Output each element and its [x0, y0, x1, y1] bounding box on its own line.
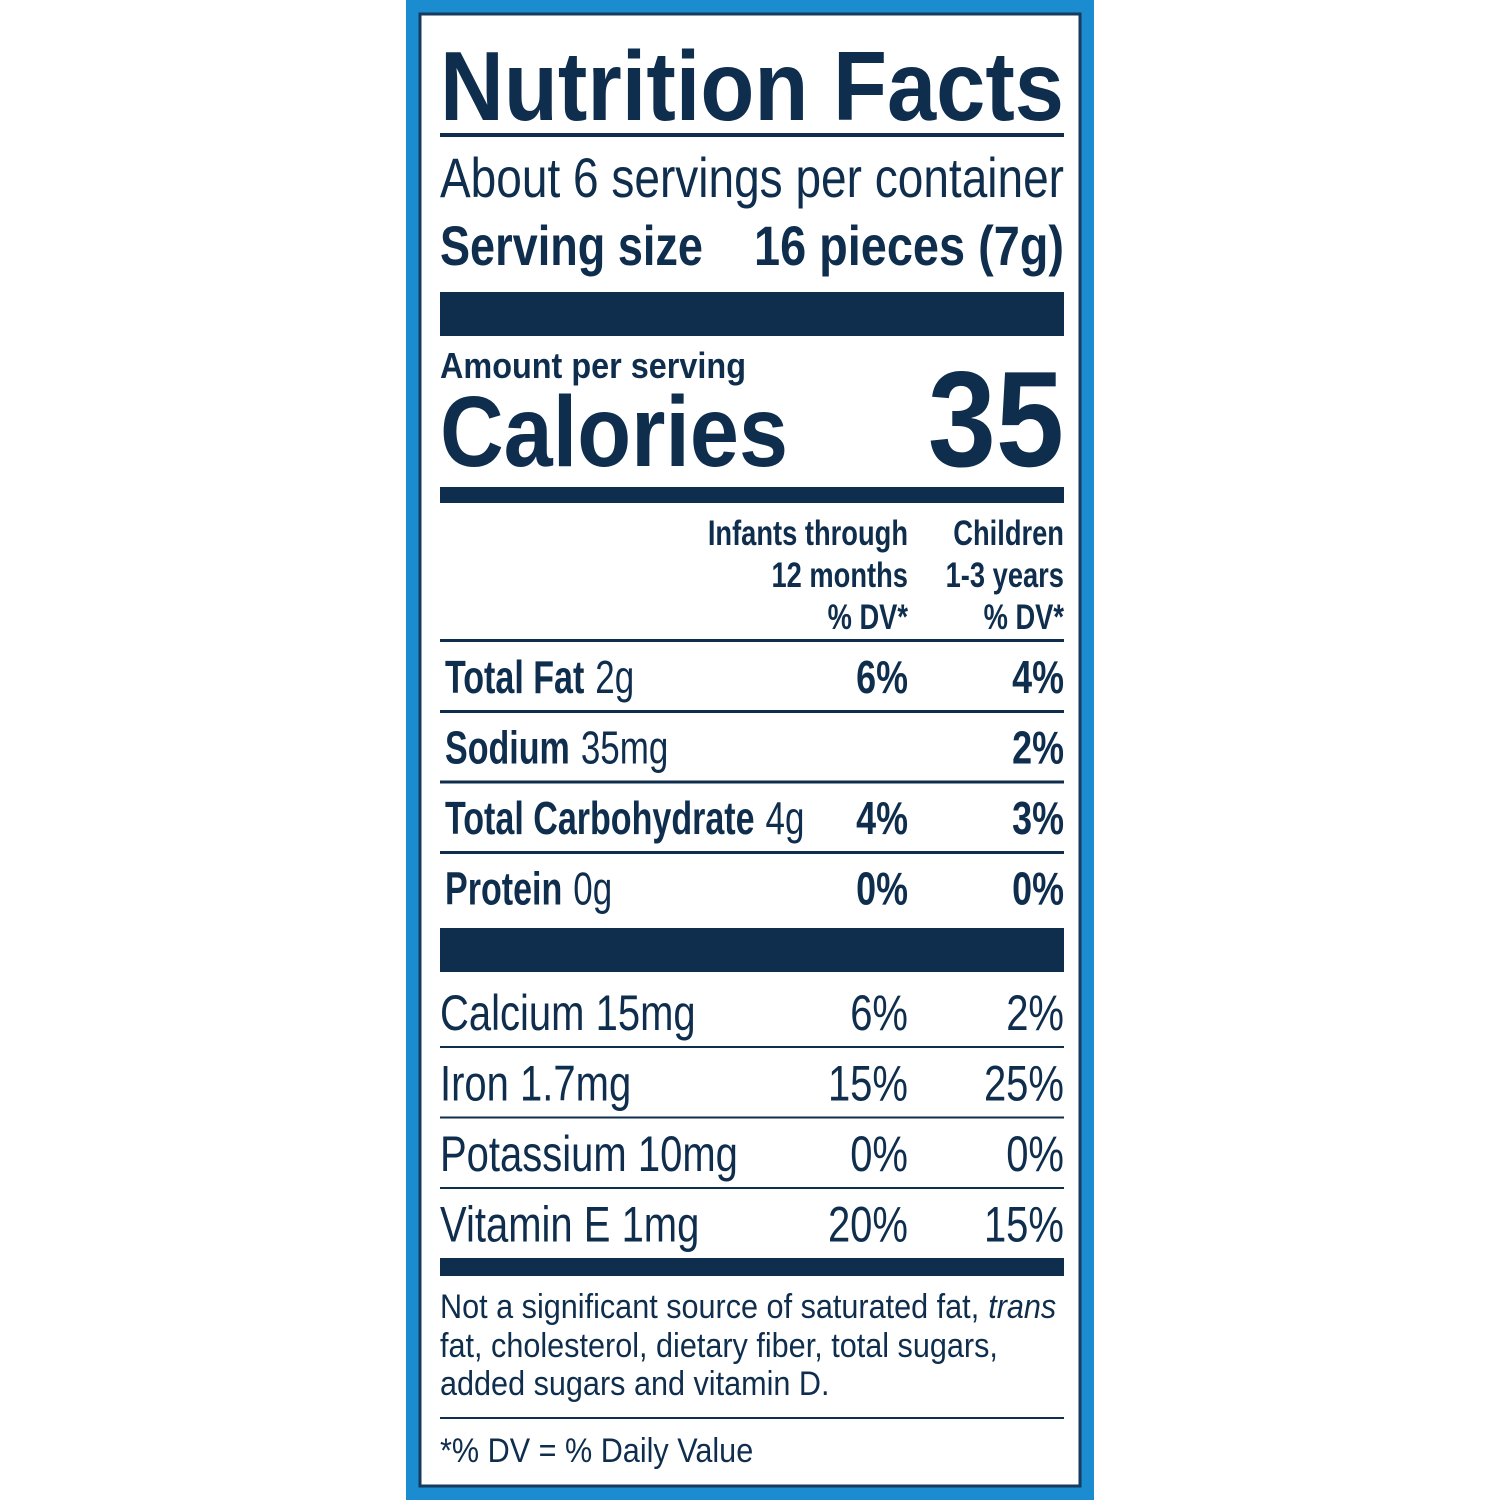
- servings: About 6 servings per container: [440, 146, 1064, 209]
- footnote: added sugars and vitamin D.: [440, 1365, 830, 1403]
- footnote-italic: trans: [988, 1288, 1056, 1326]
- serving-size-value: 16 pieces (7g): [754, 214, 1064, 277]
- column-header: 1-3 years: [946, 556, 1064, 595]
- dv-infants: 15%: [828, 1056, 908, 1112]
- column-header: 12 months: [771, 556, 908, 595]
- dv-children: 15%: [984, 1197, 1064, 1253]
- calories-label: Calories: [440, 376, 788, 488]
- calories-value: 35: [928, 343, 1064, 495]
- nutrient-amount: 0g: [573, 863, 612, 915]
- column-header: Infants through: [708, 514, 908, 553]
- serving-size-label: Serving size: [440, 214, 703, 277]
- footnote: Not a significant source of saturated fa…: [440, 1288, 979, 1326]
- dv-infants: 6%: [850, 985, 908, 1041]
- medium-bar: [440, 1258, 1064, 1276]
- dv-note: *% DV = % Daily Value: [440, 1432, 753, 1470]
- title: Nutrition Facts: [440, 31, 1064, 141]
- vitamin-name: Calcium 15mg: [440, 985, 696, 1041]
- dv-infants: 6%: [856, 651, 908, 703]
- column-header: % DV*: [984, 598, 1065, 637]
- dv-children: 2%: [1006, 985, 1064, 1041]
- dv-infants: 20%: [828, 1197, 908, 1253]
- nutrient-amount: 4g: [766, 792, 805, 844]
- rule: [440, 1417, 1064, 1419]
- rule: [440, 639, 1064, 642]
- column-header: Children: [953, 514, 1064, 553]
- thick-bar: [440, 292, 1064, 336]
- rule: [440, 133, 1064, 137]
- nutrient-name: Total Carbohydrate: [445, 792, 755, 844]
- dv-children: 2%: [1012, 722, 1064, 774]
- footnote: fat, cholesterol, dietary fiber, total s…: [440, 1327, 998, 1365]
- rule: [440, 1046, 1064, 1048]
- nutrient-name: Total Fat: [445, 651, 584, 703]
- thick-bar: [440, 928, 1064, 972]
- dv-infants: 4%: [856, 792, 908, 844]
- medium-bar: [440, 487, 1064, 503]
- label-panel: [418, 12, 1082, 1488]
- column-header: % DV*: [828, 598, 909, 637]
- vitamin-name: Potassium 10mg: [440, 1126, 738, 1182]
- dv-children: 0%: [1006, 1126, 1064, 1182]
- nutrient-amount: 35mg: [581, 722, 668, 774]
- dv-children: 3%: [1012, 792, 1064, 844]
- vitamin-name: Iron 1.7mg: [440, 1056, 631, 1112]
- amount-per-serving: Amount per serving: [440, 345, 746, 386]
- dv-children: 0%: [1012, 863, 1064, 915]
- vitamin-name: Vitamin E 1mg: [440, 1197, 699, 1253]
- dv-infants: 0%: [850, 1126, 908, 1182]
- dv-children: 25%: [984, 1056, 1064, 1112]
- rule: [440, 710, 1064, 713]
- rule: [440, 1187, 1064, 1189]
- nutrient-name: Sodium: [445, 722, 570, 774]
- nutrient-name: Protein: [445, 863, 562, 915]
- rule: [440, 1116, 1064, 1119]
- dv-children: 4%: [1012, 651, 1064, 703]
- rule: [440, 780, 1064, 784]
- nutrient-amount: 2g: [595, 651, 634, 703]
- dv-infants: 0%: [856, 863, 908, 915]
- rule: [440, 851, 1064, 854]
